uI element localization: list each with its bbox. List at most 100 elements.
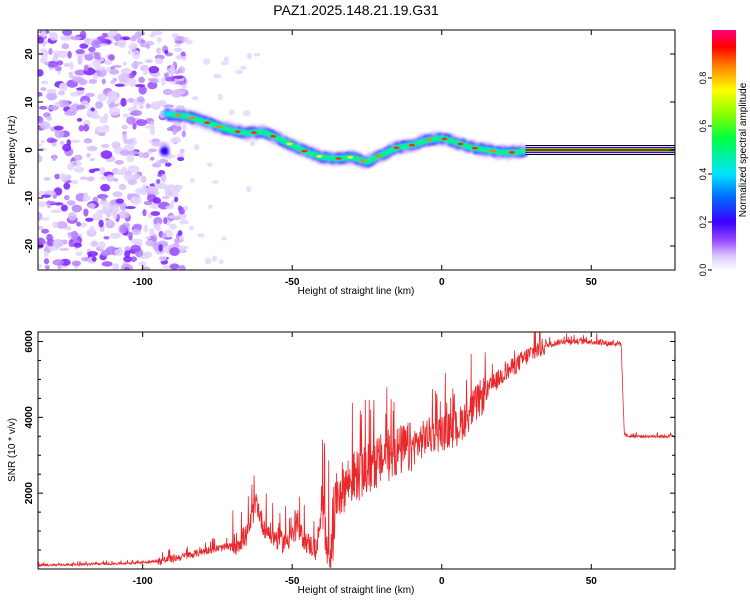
noise-blob xyxy=(40,139,45,144)
noise-blob xyxy=(52,221,59,229)
noise-blob xyxy=(178,235,185,241)
noise-blob xyxy=(147,81,158,90)
noise-blob xyxy=(174,89,187,95)
noise-blob xyxy=(220,60,229,66)
noise-blob xyxy=(131,50,141,59)
snr-x-ticks: -100 -50 0 50 xyxy=(133,332,597,587)
noise-blob xyxy=(56,221,68,229)
noise-blob xyxy=(70,139,81,144)
noise-blob xyxy=(47,238,55,247)
x-tick-label: 0 xyxy=(439,277,445,288)
noise-blob xyxy=(59,83,66,90)
noise-blob xyxy=(156,47,162,54)
noise-blob xyxy=(211,255,218,262)
noise-blob xyxy=(173,70,181,74)
noise-blob xyxy=(108,103,120,107)
noise-blob xyxy=(64,194,70,201)
ridge-peak xyxy=(175,114,182,117)
ridge-peak xyxy=(316,155,323,158)
noise-blob xyxy=(99,43,109,47)
noise-blob xyxy=(138,85,147,95)
noise-blob xyxy=(46,116,53,121)
noise-blob xyxy=(235,69,244,75)
noise-blob xyxy=(83,124,90,132)
noise-blob xyxy=(118,183,127,191)
noise-blob xyxy=(127,178,138,186)
noise-blob xyxy=(87,251,99,257)
noise-blob xyxy=(134,83,146,88)
ridge-peak xyxy=(250,131,257,134)
noise-blob xyxy=(188,225,195,231)
spectrogram-x-axis-label: Height of straight line (km) xyxy=(298,286,415,297)
noise-blob xyxy=(53,202,64,206)
snr-x-axis-label: Height of straight line (km) xyxy=(298,585,415,596)
noise-blob xyxy=(121,124,128,130)
noise-blob xyxy=(184,36,190,44)
noise-blob xyxy=(221,236,227,241)
noise-blob xyxy=(142,209,147,217)
noise-blob xyxy=(86,152,91,158)
noise-blob xyxy=(181,130,186,138)
noise-blob xyxy=(113,178,119,182)
noise-blob xyxy=(88,79,98,84)
noise-blob xyxy=(87,176,95,182)
noise-blob xyxy=(78,124,84,132)
noise-blob xyxy=(126,154,135,163)
noise-blob xyxy=(91,39,102,49)
x-tick-label: -100 xyxy=(133,277,153,288)
noise-blob xyxy=(38,92,43,97)
noise-blob xyxy=(160,173,167,183)
noise-blob xyxy=(158,244,163,252)
noise-blob xyxy=(77,55,83,65)
noise-blob xyxy=(92,60,101,68)
noise-blob xyxy=(79,222,88,228)
spectrogram-y-axis-label: Frequency (Hz) xyxy=(7,116,18,185)
noise-blob xyxy=(38,143,42,147)
noise-blob xyxy=(253,52,261,57)
noise-blob xyxy=(105,67,111,72)
colorbar-gradient xyxy=(712,30,736,270)
noise-blob xyxy=(151,138,160,143)
noise-blob xyxy=(114,83,125,87)
ridge-peak xyxy=(347,156,354,159)
noise-blob xyxy=(86,145,98,152)
noise-blob xyxy=(100,150,113,159)
noise-blob xyxy=(181,84,187,89)
noise-blob xyxy=(131,228,142,236)
noise-blob xyxy=(133,99,138,108)
noise-blob xyxy=(144,59,153,64)
noise-blob xyxy=(88,225,96,235)
y-tick-label: -10 xyxy=(24,190,35,205)
noise-blob xyxy=(146,43,151,50)
noise-blob xyxy=(114,248,124,256)
noise-blob xyxy=(173,47,183,53)
noise-blob xyxy=(38,201,47,208)
noise-blob xyxy=(79,43,89,49)
noise-blob xyxy=(51,50,64,55)
noise-blob xyxy=(69,35,82,41)
noise-blob xyxy=(170,64,175,74)
noise-blob xyxy=(126,116,136,125)
ridge-peak xyxy=(457,142,464,146)
colorbar-tick-label: 0.2 xyxy=(698,216,708,229)
noise-blob xyxy=(40,217,51,221)
noise-blob xyxy=(104,59,113,65)
noise-blob xyxy=(189,178,195,183)
noise-blob xyxy=(48,105,59,111)
tone-core xyxy=(525,149,675,151)
noise-blob xyxy=(150,156,155,161)
noise-blob xyxy=(84,38,92,46)
noise-blob xyxy=(79,30,87,39)
noise-blob xyxy=(49,138,58,143)
noise-blob xyxy=(68,71,74,76)
spectrogram-noise xyxy=(38,30,261,270)
noise-blob xyxy=(191,96,199,101)
noise-blob xyxy=(149,33,156,38)
noise-blob xyxy=(100,176,107,181)
noise-blob xyxy=(193,143,200,151)
ridge-peak xyxy=(408,143,415,147)
noise-blob xyxy=(71,204,83,213)
noise-blob xyxy=(174,43,181,47)
y-tick-label: -20 xyxy=(24,238,35,253)
